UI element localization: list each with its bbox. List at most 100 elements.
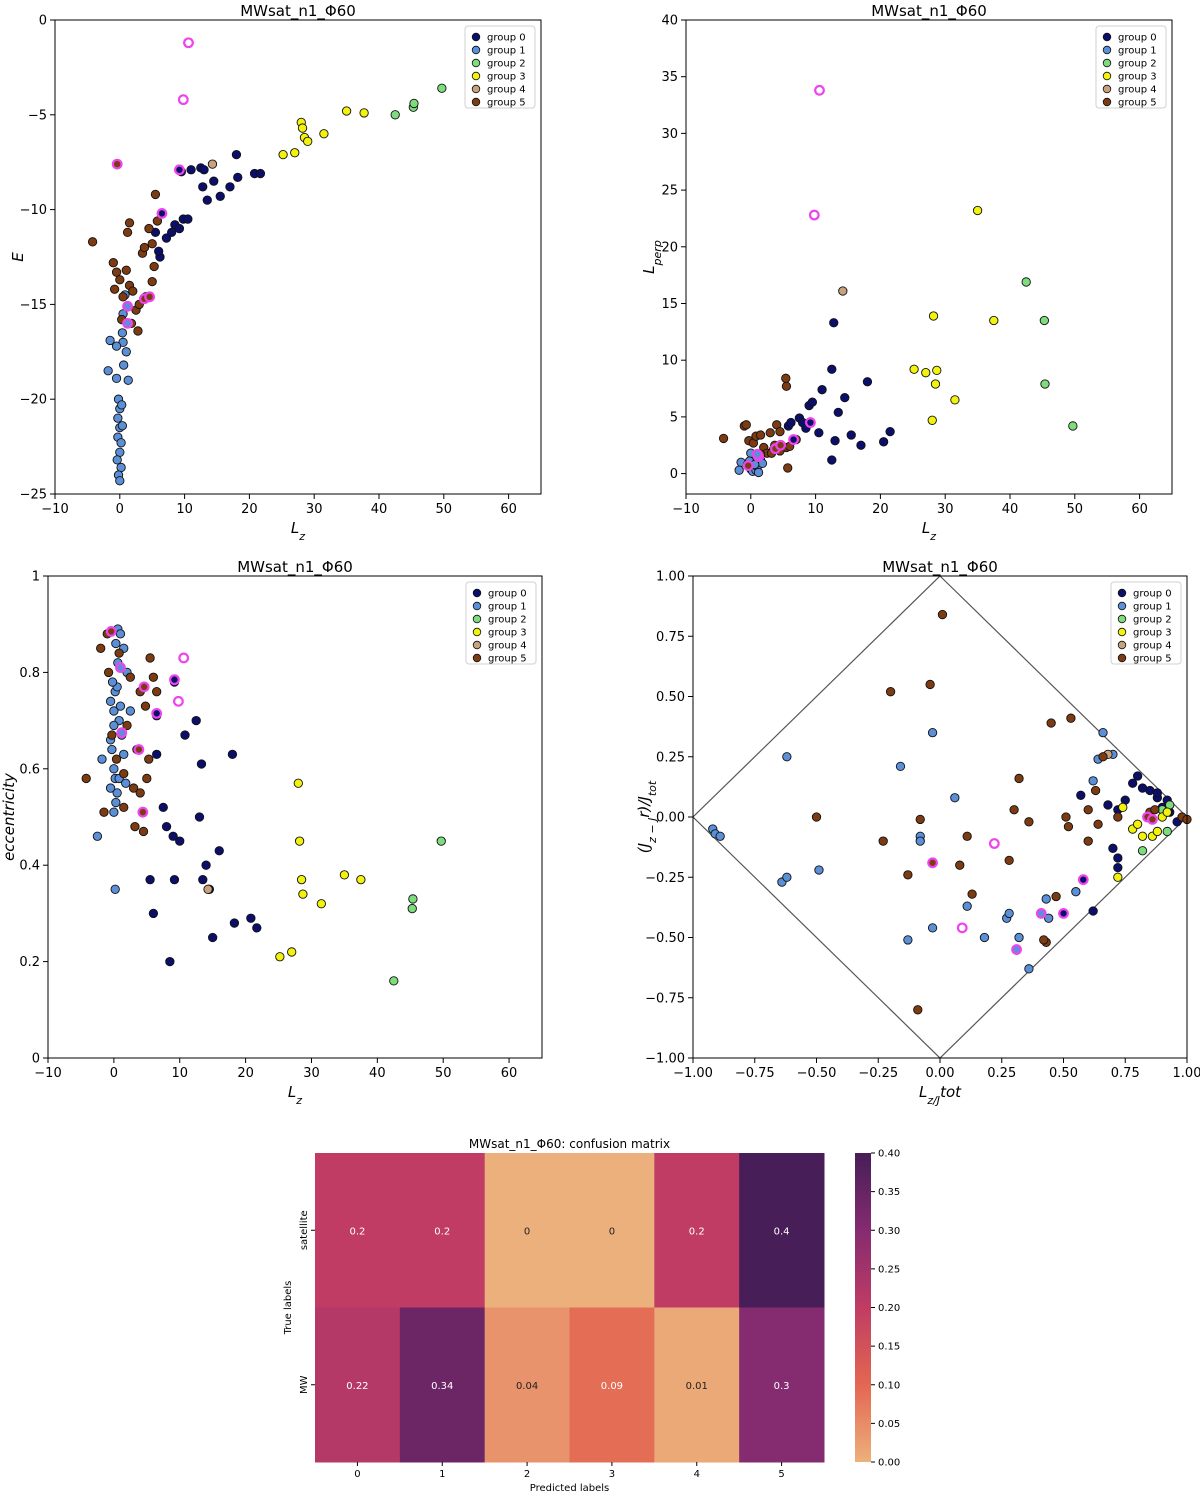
data-point — [1098, 752, 1108, 762]
data-point — [840, 392, 850, 403]
data-point — [408, 894, 418, 904]
y-tick-label: −20 — [20, 393, 47, 408]
data-point — [111, 341, 122, 351]
legend-marker — [471, 45, 481, 55]
data-point — [829, 318, 839, 328]
data-point — [838, 286, 848, 296]
highlight-point — [174, 164, 185, 176]
data-point — [753, 467, 764, 478]
data-point — [930, 379, 941, 389]
y-tick-label: 0 — [32, 1052, 40, 1067]
data-point — [203, 884, 213, 894]
y-tick-label: satellite — [299, 1210, 310, 1250]
colorbar-tick-label: 0.10 — [878, 1380, 900, 1391]
x-tick-label: 0 — [116, 502, 124, 517]
x-tick-label: 10 — [171, 1066, 188, 1081]
legend-marker — [1102, 32, 1112, 42]
data-point — [81, 773, 91, 784]
highlight-point — [927, 857, 938, 869]
x-tick-label: 1 — [439, 1469, 445, 1480]
y-axis-label: Lperp — [640, 240, 664, 274]
heatmap-cell — [399, 1307, 486, 1463]
data-point — [180, 730, 190, 740]
legend-entry: group 1 — [487, 46, 526, 57]
x-axis-label: Lz — [291, 519, 305, 543]
data-point — [807, 397, 818, 407]
colorbar-tick-label: 0.05 — [878, 1419, 900, 1430]
data-point — [107, 744, 117, 755]
data-point — [198, 875, 208, 885]
plot-area — [686, 20, 1172, 494]
data-point — [1090, 785, 1101, 796]
y-tick-label: 5 — [670, 410, 678, 425]
data-point — [115, 476, 125, 486]
legend-entry: group 3 — [1133, 628, 1172, 639]
legend: group 0 group 1 group 2 group 3 group 4 group… — [465, 581, 537, 665]
y-tick-label: −5 — [28, 108, 47, 123]
data-point — [1024, 964, 1034, 974]
y-tick-label: 0.75 — [656, 630, 685, 645]
x-tick-label: 0.50 — [1049, 1066, 1078, 1081]
legend-marker — [471, 71, 481, 81]
data-point — [1088, 906, 1098, 916]
x-tick-label: 50 — [435, 1066, 452, 1081]
cell-value: 0.34 — [431, 1381, 453, 1392]
data-point — [1039, 935, 1049, 945]
cell-value: 0.2 — [349, 1226, 365, 1237]
legend-marker — [1102, 58, 1112, 68]
data-point — [119, 802, 129, 813]
x-tick-label: 50 — [436, 502, 453, 517]
data-point — [112, 455, 122, 465]
data-point — [927, 728, 938, 738]
legend-box — [465, 581, 537, 665]
y-tick-label: −0.25 — [645, 871, 685, 886]
data-point — [1152, 826, 1163, 837]
data-point — [119, 768, 129, 779]
highlight-point — [151, 707, 163, 719]
data-point — [109, 706, 119, 716]
data-point — [116, 462, 126, 473]
data-point — [109, 284, 120, 294]
data-point — [436, 836, 446, 846]
data-point — [1039, 315, 1049, 326]
legend-marker — [471, 32, 481, 42]
data-point — [1103, 800, 1113, 810]
x-tick-label: 3 — [609, 1469, 615, 1480]
data-point — [303, 136, 313, 146]
legend-marker — [1117, 627, 1127, 637]
data-point — [409, 98, 419, 109]
x-tick-label: 1.00 — [1173, 1066, 1200, 1081]
data-point — [175, 836, 185, 846]
data-point — [208, 932, 218, 943]
data-point — [1113, 853, 1123, 863]
highlight-point — [1147, 814, 1158, 825]
highlight-point — [115, 662, 126, 673]
legend-entry: group 3 — [1118, 72, 1157, 83]
data-point — [915, 814, 925, 825]
data-point — [117, 421, 128, 431]
data-point — [786, 417, 796, 428]
data-point — [287, 947, 297, 957]
x-tick-label: 40 — [1002, 502, 1019, 517]
data-point — [290, 148, 300, 158]
cell-value: 0.04 — [516, 1381, 538, 1392]
data-point — [1040, 379, 1050, 389]
data-point — [144, 754, 154, 764]
data-point — [138, 826, 149, 837]
heatmap-cell — [569, 1153, 655, 1308]
heatmap-cell — [484, 1307, 570, 1463]
legend-entry: group 4 — [1133, 641, 1172, 652]
data-point — [827, 455, 837, 465]
legend-marker — [471, 97, 481, 107]
data-point — [1150, 805, 1160, 815]
legend-marker — [1117, 601, 1127, 611]
data-point — [316, 899, 326, 909]
data-point — [115, 701, 126, 711]
data-point — [174, 223, 185, 234]
legend-entry: group 2 — [488, 615, 527, 626]
data-point — [359, 108, 369, 118]
highlight-point — [178, 652, 190, 664]
colorbar-tick-label: 0.40 — [878, 1149, 900, 1160]
data-point — [118, 292, 128, 302]
